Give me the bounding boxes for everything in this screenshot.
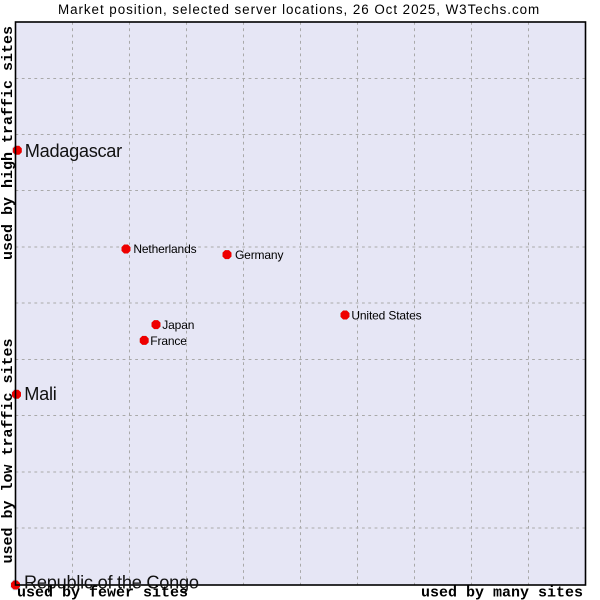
svg-text:Netherlands: Netherlands xyxy=(133,242,196,256)
svg-text:Market position, selected serv: Market position, selected server locatio… xyxy=(58,2,540,17)
svg-text:Madagascar: Madagascar xyxy=(25,141,122,161)
svg-text:used by many sites: used by many sites xyxy=(421,585,583,600)
svg-text:United States: United States xyxy=(351,308,421,322)
svg-text:Germany: Germany xyxy=(235,248,283,262)
svg-text:Republic of the Congo: Republic of the Congo xyxy=(24,573,199,593)
svg-text:used by fewer sites: used by fewer sites xyxy=(17,585,188,600)
svg-text:used by low traffic sites: used by low traffic sites xyxy=(0,338,17,563)
svg-text:Japan: Japan xyxy=(162,318,194,332)
svg-text:used by high traffic sites: used by high traffic sites xyxy=(0,26,17,260)
svg-text:France: France xyxy=(150,334,187,348)
svg-text:Mali: Mali xyxy=(24,384,56,404)
